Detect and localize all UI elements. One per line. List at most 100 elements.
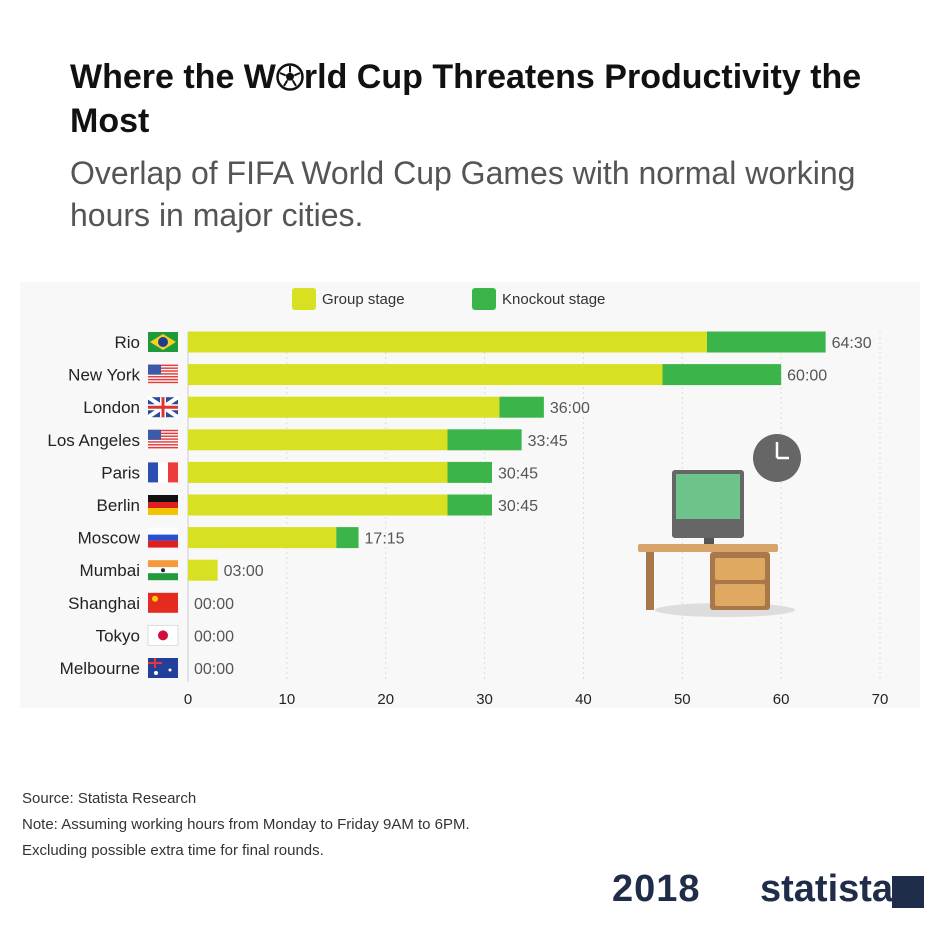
category-label: Los Angeles [47, 431, 140, 450]
title-part2: rld Cup Threatens Productivity the Most [70, 58, 862, 140]
x-tick-label: 30 [476, 691, 493, 708]
india-flag-icon [161, 568, 165, 573]
bar-group [188, 494, 448, 516]
bar-group [188, 331, 707, 353]
x-tick-label: 50 [674, 691, 691, 708]
source-text: Source: Statista Research [22, 790, 197, 807]
desk-leg [646, 552, 654, 610]
usa-flag-icon [148, 446, 178, 449]
usa-flag-icon [148, 378, 178, 381]
bar-group [188, 559, 218, 581]
data-label: 33:45 [528, 433, 568, 450]
japan-flag-icon [158, 630, 168, 641]
usa-flag-icon [148, 367, 178, 369]
usa-flag-icon [148, 429, 161, 440]
category-label: Berlin [97, 496, 140, 515]
usa-flag-icon [148, 364, 178, 367]
usa-flag-icon [148, 376, 178, 378]
usa-flag-icon [148, 373, 178, 375]
usa-flag-icon [148, 435, 178, 437]
clock-hands-icon [775, 442, 789, 460]
chart-subtitle: Overlap of FIFA World Cup Games with nor… [70, 155, 856, 233]
x-tick-label: 0 [184, 691, 192, 708]
bar-group [188, 364, 663, 386]
australia-flag-icon [168, 668, 172, 672]
usa-flag-icon [148, 444, 178, 446]
data-label: 00:00 [194, 661, 234, 678]
soccer-ball-icon [276, 63, 304, 91]
legend-label: Knockout stage [502, 291, 605, 308]
x-tick-label: 70 [872, 691, 889, 708]
desk-drawer [715, 558, 765, 580]
desk-drawer [715, 584, 765, 606]
world-cup-2018-logo: 2018 [612, 868, 701, 910]
data-label: 30:45 [498, 498, 538, 515]
france-flag-icon [158, 462, 168, 483]
france-flag-icon [168, 462, 178, 483]
bar-knockout [336, 527, 359, 549]
x-tick-label: 20 [377, 691, 394, 708]
category-label: Shanghai [68, 594, 140, 613]
germany-flag-icon [148, 502, 178, 508]
data-label: 36:00 [550, 400, 590, 417]
usa-flag-icon [148, 441, 178, 443]
category-label: New York [68, 366, 140, 385]
china-flag-icon [152, 595, 158, 602]
legend-swatch [472, 288, 496, 310]
data-label: 60:00 [787, 368, 827, 385]
legend-label: Group stage [322, 291, 405, 308]
statista-logo: statista [760, 868, 894, 910]
note-text-2: Excluding possible extra time for final … [22, 842, 324, 859]
bar-knockout [447, 461, 492, 483]
chart-area: 0 10 20 30 40 50 60 70 Group stage Knockout stage… [20, 282, 920, 708]
bar-chart: 0 10 20 30 40 50 60 70 Group stage Knockout stage… [47, 288, 889, 708]
russia-flag-icon [148, 534, 178, 541]
football-pitch-screen-icon [676, 474, 740, 519]
usa-flag-icon [148, 429, 178, 432]
usa-flag-icon [148, 438, 178, 440]
bar-knockout [707, 331, 826, 353]
data-label: 00:00 [194, 628, 234, 645]
statista-logo-mark [892, 876, 924, 908]
usa-flag-icon [148, 381, 178, 384]
france-flag-icon [148, 462, 158, 483]
data-label: 64:30 [832, 335, 872, 352]
x-tick-label: 10 [279, 691, 296, 708]
category-label: Melbourne [60, 659, 140, 678]
bar-knockout [499, 396, 544, 418]
bar-group [188, 461, 448, 483]
x-tick-label: 40 [575, 691, 592, 708]
monitor-stand-icon [704, 538, 714, 546]
usa-flag-icon [148, 364, 161, 375]
category-label: Rio [114, 333, 140, 352]
brazil-flag-icon [158, 337, 168, 347]
footer-notes: Source: Statista Research Note: Assuming… [22, 786, 470, 864]
germany-flag-icon [148, 495, 178, 502]
data-label: 17:15 [365, 531, 405, 548]
india-flag-icon [148, 560, 178, 568]
australia-flag-icon [154, 671, 158, 675]
bar-group [188, 429, 448, 451]
australia-flag-icon [148, 658, 162, 668]
category-label: Paris [101, 463, 140, 482]
bar-group [188, 527, 337, 549]
title-part1: Where the W [70, 58, 276, 96]
category-label: Tokyo [96, 626, 140, 645]
legend-swatch [292, 288, 316, 310]
china-flag-icon [148, 592, 178, 613]
desk-icon [638, 544, 778, 552]
data-label: 30:45 [498, 465, 538, 482]
data-label: 03:00 [224, 563, 264, 580]
x-tick-label: 60 [773, 691, 790, 708]
category-label: Mumbai [80, 561, 140, 580]
india-flag-icon [148, 573, 178, 581]
category-label: Moscow [78, 529, 141, 548]
bar-knockout [447, 429, 522, 451]
bar-group [188, 396, 500, 418]
note-text: Note: Assuming working hours from Monday… [22, 816, 470, 833]
russia-flag-icon [148, 527, 178, 535]
usa-flag-icon [148, 370, 178, 372]
category-label: London [83, 398, 140, 417]
